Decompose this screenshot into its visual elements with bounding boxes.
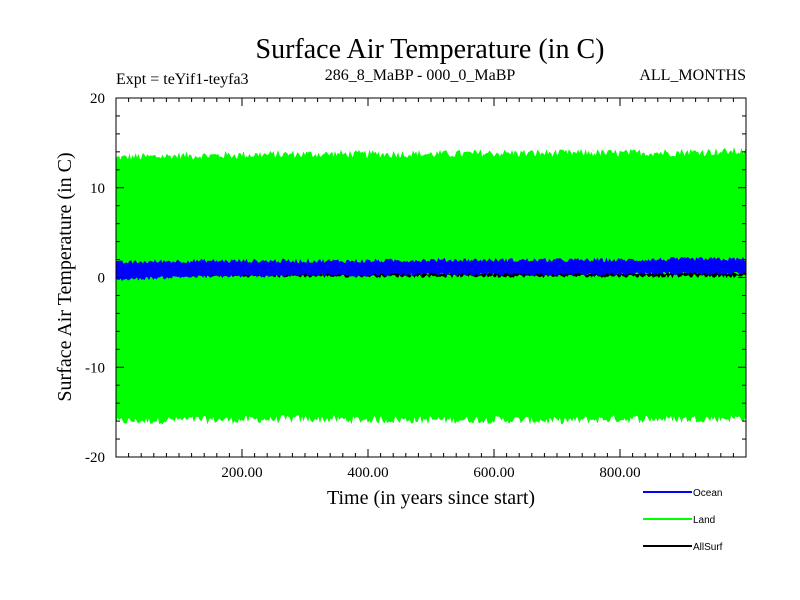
- y-tick-label: -10: [85, 360, 105, 376]
- y-tick-label: 10: [90, 181, 105, 197]
- plot-ticks: 200.00 400.00 600.00 800.00 -20 -10 0 10 20: [85, 91, 746, 481]
- plot-frame: [115, 97, 747, 458]
- x-tick-label: 200.00: [221, 465, 262, 481]
- months-label: ALL_MONTHS: [639, 67, 746, 84]
- x-axis-title: Time (in years since start): [327, 487, 535, 509]
- y-tick-label: -20: [85, 450, 105, 466]
- period-label: 286_8_MaBP - 000_0_MaBP: [325, 67, 516, 84]
- chart-title: Surface Air Temperature (in C): [256, 34, 605, 65]
- y-tick-label: 20: [90, 91, 105, 107]
- plot-series: [115, 147, 747, 425]
- series-land: [115, 147, 747, 425]
- legend: Ocean Land AllSurf: [643, 488, 723, 553]
- legend-label-land: Land: [693, 515, 715, 526]
- x-tick-label: 600.00: [473, 465, 514, 481]
- legend-label-ocean: Ocean: [693, 488, 722, 499]
- x-tick-label: 800.00: [599, 465, 640, 481]
- y-axis-title: Surface Air Temperature (in C): [54, 152, 76, 401]
- experiment-label: Expt = teYif1-teyfa3: [116, 71, 249, 88]
- y-tick-label: 0: [98, 271, 106, 287]
- legend-label-allsurf: AllSurf: [693, 542, 723, 553]
- x-tick-label: 400.00: [347, 465, 388, 481]
